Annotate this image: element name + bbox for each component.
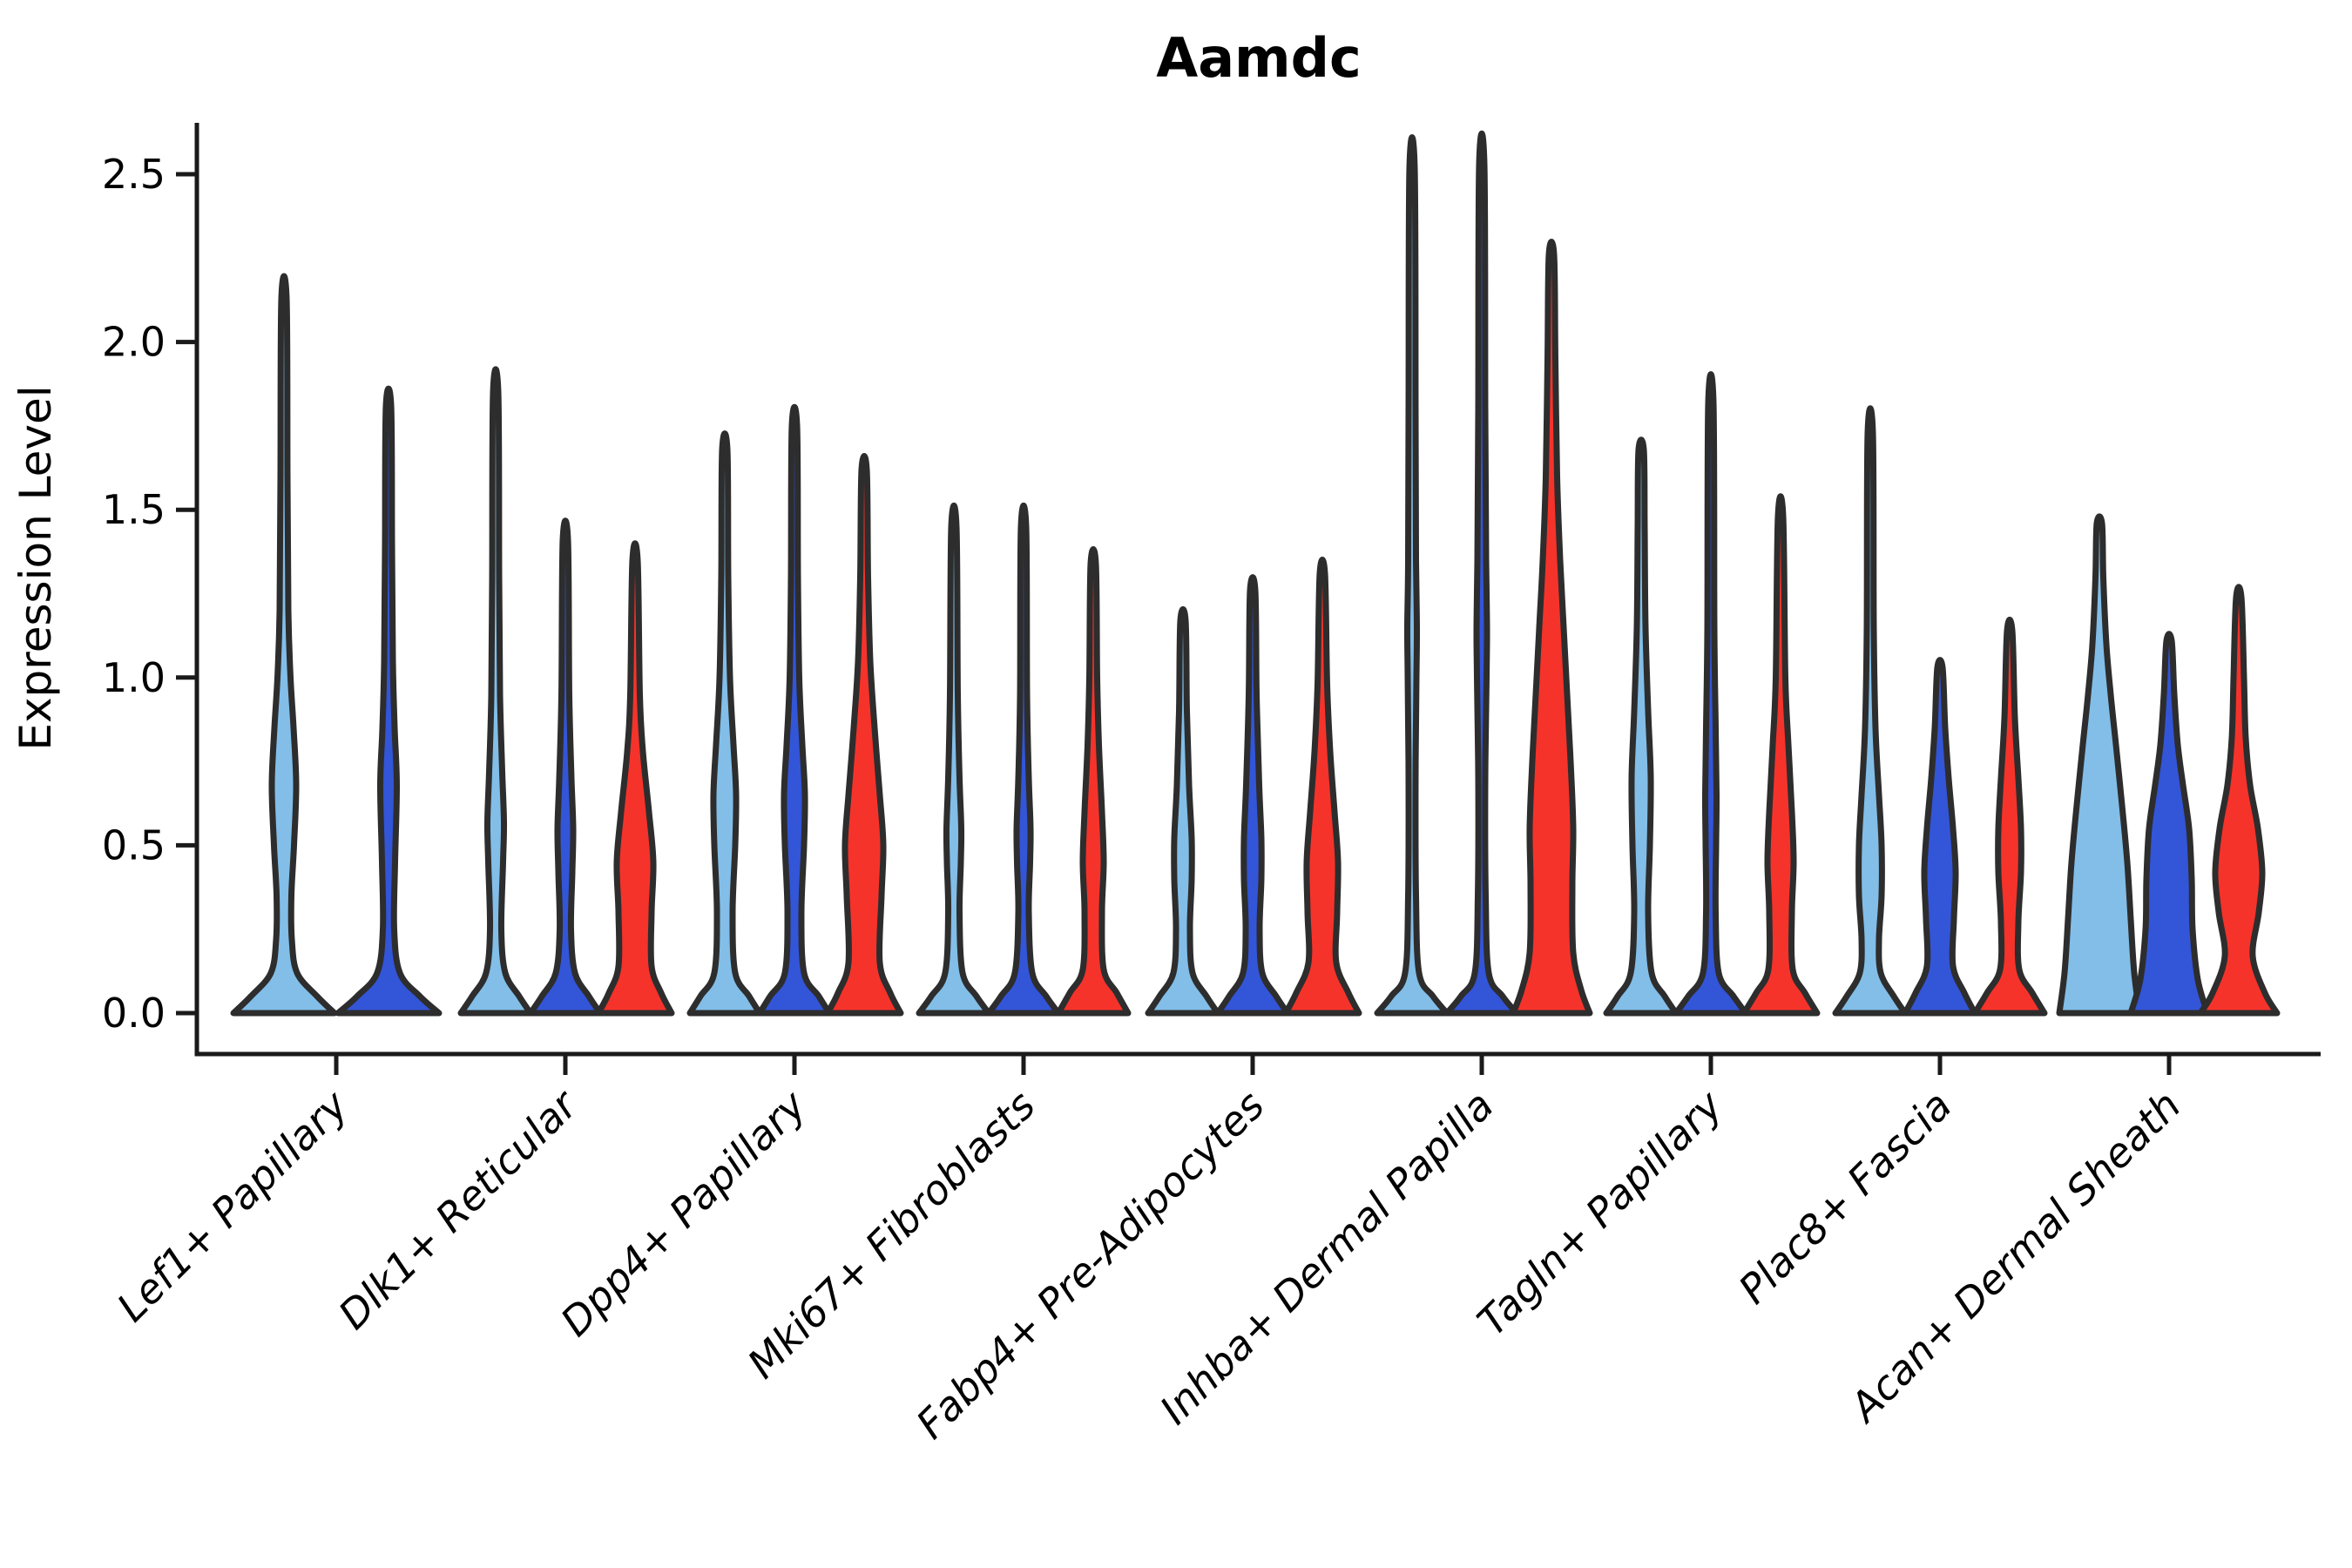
violin-Mki67+-Fibroblasts-red [1055,545,1132,1017]
plot-title: Aamdc [1156,26,1362,90]
y-tick-label: 1.0 [102,654,166,701]
violin-Dpp4+-Papillary-skyblue [686,430,763,1017]
violin-Inhba+-Dermal-Papilla-skyblue [1374,134,1450,1017]
y-tick-label: 0.0 [102,990,166,1037]
violin-Dpp4+-Papillary-red [824,453,904,1017]
x-tick-label: Tagln+ Papillary [1468,1081,1732,1345]
violin-Lef1+-Papillary-royalblue [335,385,443,1017]
violin-Fabp4+-Pre-Adipocytes-red [1282,557,1362,1017]
violins [230,130,2281,1017]
violin-Mki67+-Fibroblasts-royalblue [985,503,1062,1017]
violin-Tagln+-Papillary-royalblue [1673,371,1749,1017]
violin-Plac8+-Fascia-royalblue [1902,657,1978,1017]
axes-spines [194,123,2321,1057]
x-tick-label: Lef1+ Papillary [108,1081,357,1330]
violin-Acan+-Dermal-Sheath-red [2197,584,2281,1017]
y-tick-label: 2.5 [102,151,166,198]
violin-Inhba+-Dermal-Papilla-red [1510,238,1593,1017]
y-tick-label: 2.0 [102,319,166,366]
x-tick-label: Plac8+ Fascia [1729,1082,1960,1313]
y-tick-label: 1.5 [102,486,166,533]
y-tick-label: 0.5 [102,821,166,868]
violin-Dpp4+-Papillary-royalblue [756,403,833,1017]
y-axis-label: Expression Level [10,385,61,750]
violin-Tagln+-Papillary-skyblue [1603,436,1680,1017]
violin-Mki67+-Fibroblasts-skyblue [916,503,992,1017]
violin-Tagln+-Papillary-red [1740,493,1821,1017]
violin-Dlk1+-Reticular-red [595,540,675,1017]
violin-Fabp4+-Pre-Adipocytes-skyblue [1145,605,1221,1017]
violin-Dlk1+-Reticular-skyblue [457,366,534,1017]
x-tick-label: Dpp4+ Papillary [551,1081,815,1345]
x-tick-label: Dlk1+ Reticular [329,1079,588,1338]
violin-Plac8+-Fascia-red [1971,616,2048,1017]
violin-Acan+-Dermal-Sheath-royalblue [2127,631,2211,1017]
violin-Plac8+-Fascia-skyblue [1832,405,1909,1017]
violin-Fabp4+-Pre-Adipocytes-royalblue [1214,574,1291,1017]
violin-Acan+-Dermal-Sheath-skyblue [2056,513,2143,1017]
violin-Lef1+-Papillary-skyblue [230,273,338,1017]
violin-Inhba+-Dermal-Papilla-royalblue [1443,130,1520,1017]
violin-Dlk1+-Reticular-royalblue [527,517,604,1017]
y-axis-ticks: 0.0 0.5 1.0 1.5 2.0 2.5 [102,151,197,1037]
